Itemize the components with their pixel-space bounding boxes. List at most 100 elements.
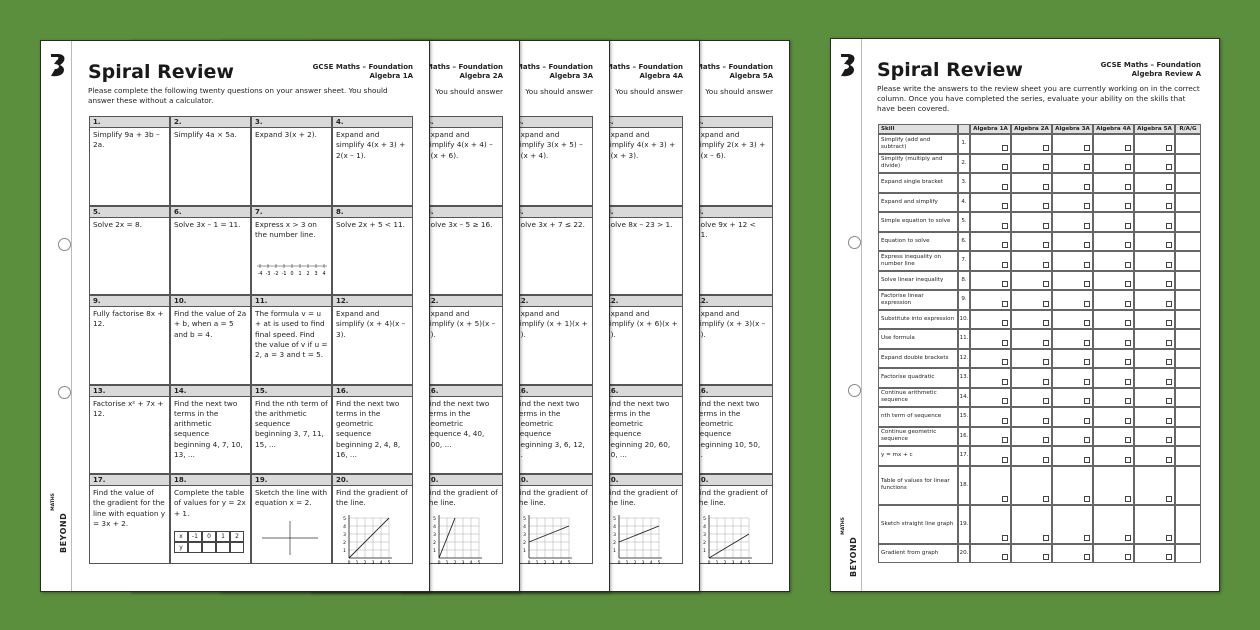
graph-line bbox=[438, 517, 456, 559]
tick-box bbox=[1002, 281, 1008, 287]
table-x-value: 0 bbox=[202, 531, 216, 542]
answer-cell bbox=[1175, 348, 1201, 368]
graph-x-label: 2 bbox=[634, 560, 637, 566]
graph-x-label: 4 bbox=[740, 560, 743, 566]
tick-box bbox=[1125, 144, 1131, 151]
tick-box bbox=[1084, 261, 1090, 268]
answer-cell bbox=[1134, 153, 1175, 173]
graph-x-label: 4 bbox=[560, 560, 563, 566]
question-header: 2. bbox=[170, 116, 251, 128]
answer-cell bbox=[1011, 309, 1052, 329]
skill-name: Express inequality on number line bbox=[878, 251, 958, 271]
graph-x-label: 0 bbox=[618, 560, 621, 566]
graph-y-label: 4 bbox=[433, 524, 436, 530]
instructions: You should answer bbox=[705, 87, 773, 96]
question-cell: Expand and simplify 2(x + 3) + 4(x – 6). bbox=[692, 128, 773, 206]
tick-box bbox=[1043, 378, 1049, 385]
graph-x-label: 4 bbox=[470, 560, 473, 566]
tick-box bbox=[1043, 417, 1049, 424]
graph-y-label: 2 bbox=[433, 540, 436, 546]
tick-box bbox=[1125, 320, 1131, 326]
answer-cell bbox=[1011, 407, 1052, 427]
skill-name: Gradient from graph bbox=[878, 543, 958, 563]
question-text: Expand and simplify 4(x + 3) + 2(x – 1). bbox=[336, 130, 406, 160]
question-header: 1. bbox=[89, 116, 170, 128]
skill-number: 1. bbox=[958, 134, 970, 154]
answer-cell bbox=[1052, 134, 1093, 154]
skill-number: 16. bbox=[958, 426, 970, 446]
answer-cell bbox=[1093, 192, 1134, 212]
answer-cell bbox=[1011, 329, 1052, 349]
answer-cell bbox=[1093, 212, 1134, 232]
question-header: 8. bbox=[512, 205, 593, 218]
question-text: Expand and simplify 3(x + 5) – 3(x + 4). bbox=[516, 130, 583, 160]
answer-cell bbox=[1052, 387, 1093, 407]
question-header: 20. bbox=[332, 474, 413, 486]
tick-box bbox=[1166, 534, 1172, 541]
review-header: Algebra 3A bbox=[1052, 124, 1093, 134]
question-cell: Find the value of the gradient for the l… bbox=[89, 486, 170, 564]
graph-y-label: 3 bbox=[613, 532, 616, 538]
graph-x-label: 1 bbox=[716, 560, 719, 566]
answer-cell bbox=[1011, 387, 1052, 407]
tick-box bbox=[1125, 378, 1131, 385]
graph-y-label: 2 bbox=[703, 540, 706, 546]
tick-box bbox=[1125, 339, 1131, 346]
graph-x-label: 1 bbox=[626, 560, 629, 566]
answer-cell bbox=[970, 543, 1011, 563]
answer-cell bbox=[1093, 543, 1134, 563]
answer-cell bbox=[1134, 134, 1175, 154]
graph-y-label: 1 bbox=[613, 548, 616, 554]
tick-box bbox=[1002, 183, 1008, 190]
question-text: Expand and simplify 2(x + 3) + 4(x – 6). bbox=[696, 130, 766, 160]
brand-mark: BEYONDMATHS bbox=[51, 493, 70, 553]
question-header: 8. bbox=[332, 205, 413, 218]
number-line-label: -1 bbox=[282, 271, 287, 277]
answer-cell bbox=[1175, 153, 1201, 173]
table-x-value: -1 bbox=[188, 531, 202, 542]
answer-cell bbox=[1011, 173, 1052, 193]
question-text: Expand and simplify (x + 1)(x + 3). bbox=[516, 309, 588, 339]
tick-box bbox=[1084, 281, 1090, 287]
answer-cell bbox=[1011, 231, 1052, 251]
review-header: R/A/G bbox=[1175, 124, 1201, 134]
answer-cell bbox=[1175, 231, 1201, 251]
question-cell: Find the next two terms in the geometric… bbox=[422, 396, 503, 474]
question-text: Solve 9x + 12 < 21. bbox=[696, 219, 756, 239]
question-header: 8. bbox=[602, 205, 683, 218]
answer-cell bbox=[1175, 173, 1201, 193]
question-cell: Expand and simplify 3(x + 5) – 3(x + 4). bbox=[512, 128, 593, 206]
answer-cell bbox=[1134, 173, 1175, 193]
review-sheet: BEYONDMATHS Spiral Review GCSE Maths – Fou… bbox=[830, 38, 1220, 592]
skill-name: Solve linear inequality bbox=[878, 270, 958, 290]
answer-cell bbox=[1011, 368, 1052, 388]
number-line-label: -3 bbox=[266, 271, 271, 277]
tick-box bbox=[1166, 242, 1172, 248]
review-header: Algebra 4A bbox=[1093, 124, 1134, 134]
question-cell: The formula v = u + at is used to find f… bbox=[251, 307, 332, 385]
question-cell: Expand and simplify (x + 1)(x + 3). bbox=[512, 307, 593, 385]
table-y-blank bbox=[188, 542, 202, 553]
answer-cell bbox=[970, 329, 1011, 349]
number-line-label: 2 bbox=[306, 271, 309, 277]
tick-box bbox=[1166, 339, 1172, 346]
tick-box bbox=[1043, 164, 1049, 170]
answer-cell bbox=[1011, 192, 1052, 212]
unit: Algebra 2A bbox=[459, 72, 504, 80]
tick-box bbox=[1043, 261, 1049, 268]
question-header: 12. bbox=[602, 295, 683, 307]
answer-cell bbox=[1175, 387, 1201, 407]
answer-cell bbox=[1134, 270, 1175, 290]
skill-name: Equation to solve bbox=[878, 231, 958, 251]
question-text: Find the value of the gradient for the l… bbox=[93, 488, 166, 528]
graph-y-label: 5 bbox=[613, 516, 616, 522]
tick-box bbox=[1166, 144, 1172, 151]
tick-box bbox=[1084, 203, 1090, 209]
question-header: 6. bbox=[170, 205, 251, 218]
graph-x-label: 5 bbox=[658, 560, 661, 566]
tick-box bbox=[1002, 417, 1008, 424]
tick-box bbox=[1043, 300, 1049, 307]
tick-box bbox=[1125, 398, 1131, 404]
tick-box bbox=[1166, 261, 1172, 268]
